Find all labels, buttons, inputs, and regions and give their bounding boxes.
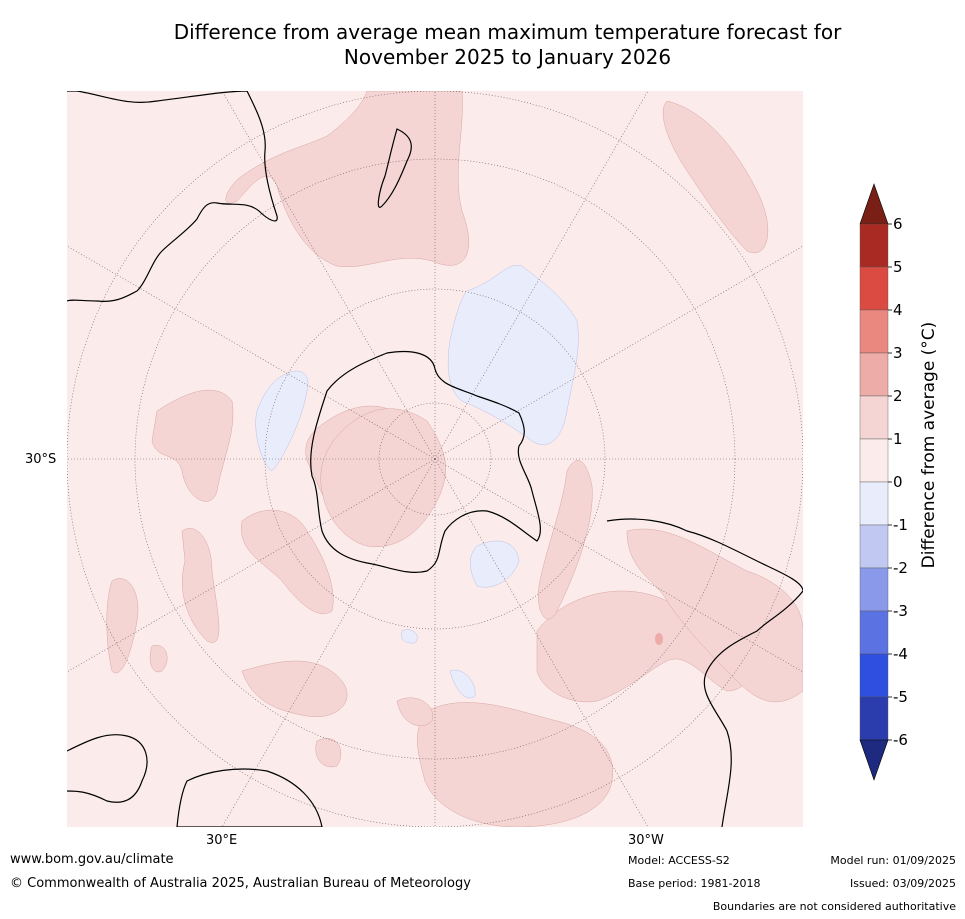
disclaimer-text: Boundaries are not considered authoritat… (712, 900, 956, 913)
anomaly-region-antarctic (320, 408, 446, 548)
colorbar-tick-label: -3 (893, 602, 908, 620)
colorbar-band-b2_3 (859, 352, 889, 397)
colorbar-over-triangle (859, 183, 889, 225)
colorbar-tick-label: 1 (893, 430, 903, 448)
colorbar-band-bm5_m4 (859, 653, 889, 698)
antarctica-coast (310, 350, 541, 573)
colorbar-tick-label: -4 (893, 645, 908, 663)
new-zealand-coast (377, 128, 412, 208)
colorbar-tick-label: 3 (893, 344, 903, 362)
colorbar-band-b5_6 (859, 223, 889, 268)
title-line-2: November 2025 to January 2026 (343, 45, 672, 69)
colorbar-band-b3_4 (859, 309, 889, 354)
chart-title: Difference from average mean maximum tem… (60, 20, 955, 70)
lon-label-30w: 30°W (628, 833, 664, 848)
colorbar-tick-label: -5 (893, 688, 908, 706)
issued-text: Issued: 03/09/2025 (849, 877, 956, 890)
graticule (67, 91, 803, 827)
south-america-coast (606, 518, 803, 827)
lat-label-30s: 30°S (25, 452, 57, 467)
anomaly-regions-neg1-0 (255, 264, 579, 699)
colorbar-under-triangle (859, 739, 889, 781)
colorbar-band-b1_2 (859, 395, 889, 440)
colorbar-tick-label: 5 (893, 258, 903, 276)
colorbar-tick-label: 0 (893, 473, 903, 491)
map-svg (67, 91, 803, 827)
colorbar-ticks: 6 5 4 3 2 1 0 -1 -2 -3 -4 -5 -6 (888, 215, 908, 749)
colorbar-band-b0_1 (859, 438, 889, 483)
model-text: Model: ACCESS-S2 (628, 854, 730, 867)
copyright-text: © Commonwealth of Australia 2025, Austra… (10, 876, 471, 891)
colorbar: 6 5 4 3 2 1 0 -1 -2 -3 -4 -5 -6 Difference from aver… (859, 183, 939, 781)
website-link[interactable]: www.bom.gov.au/climate (10, 852, 174, 867)
map-panel[interactable] (67, 91, 803, 827)
colorbar-tick-label: 6 (893, 215, 903, 233)
colorbar-bands (859, 183, 889, 781)
lon-label-30e: 30°E (206, 833, 238, 848)
coastlines (67, 91, 803, 827)
base-period-text: Base period: 1981-2018 (628, 877, 761, 890)
colorbar-band-bm1_0 (859, 481, 889, 526)
model-run-text: Model run: 01/09/2025 (830, 854, 956, 867)
colorbar-tick-label: -1 (893, 516, 908, 534)
colorbar-band-bm4_m3 (859, 610, 889, 655)
colorbar-tick-label: 2 (893, 387, 903, 405)
colorbar-label: Difference from average (°C) (919, 322, 939, 569)
colorbar-band-bm2_m1 (859, 524, 889, 569)
colorbar-tick-label: -2 (893, 559, 908, 577)
colorbar-band-bm3_m2 (859, 567, 889, 612)
anomaly-region-2-3 (655, 633, 663, 645)
colorbar-tick-label: -6 (893, 731, 908, 749)
colorbar-band-bm6_m5 (859, 696, 889, 741)
colorbar-band-b4_5 (859, 266, 889, 311)
colorbar-tick-label: 4 (893, 301, 903, 319)
title-line-1: Difference from average mean maximum tem… (173, 20, 842, 44)
